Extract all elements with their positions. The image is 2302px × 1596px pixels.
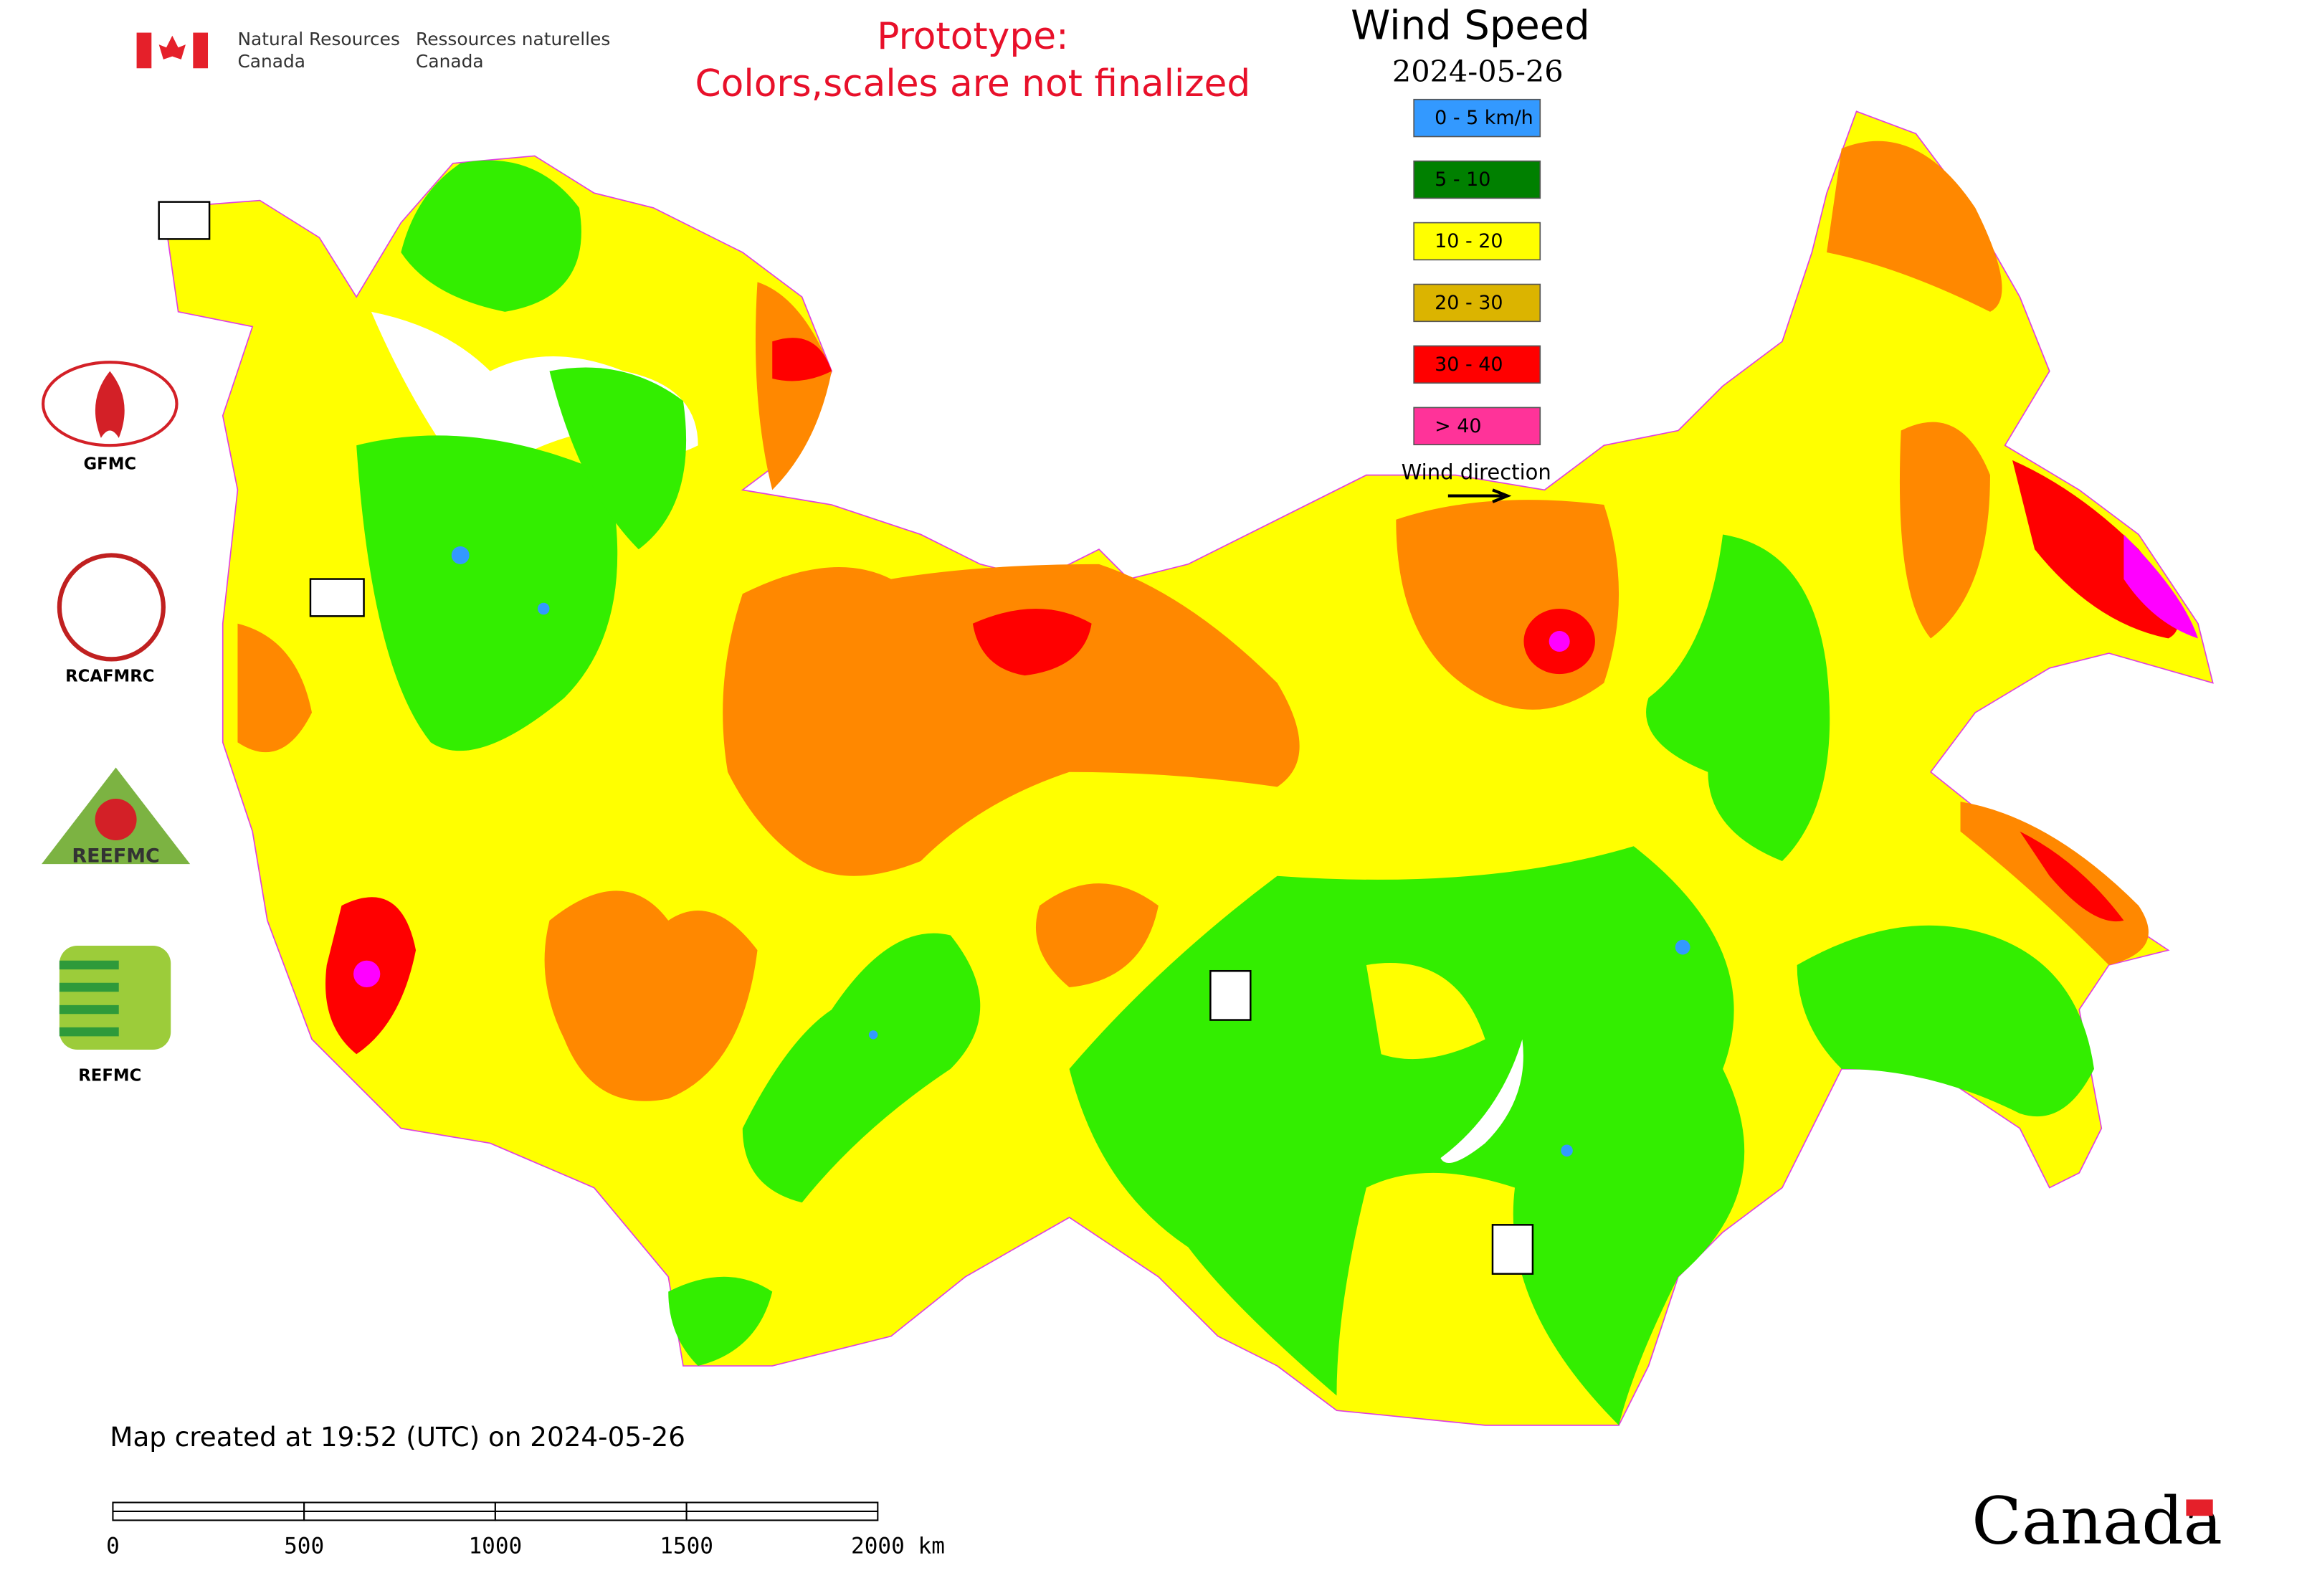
legend-label: 5 - 10 <box>1435 168 1490 191</box>
zone <box>868 1030 878 1040</box>
zone <box>1561 1144 1573 1157</box>
legend-label: 10 - 20 <box>1435 230 1503 252</box>
scale-label: 2000 km <box>851 1534 945 1559</box>
flag-bar <box>136 32 152 69</box>
zone <box>755 282 832 490</box>
zone <box>1797 925 2094 1117</box>
legend-label: 20 - 30 <box>1435 292 1503 314</box>
zone <box>451 546 470 564</box>
scale-label: 1000 <box>468 1534 522 1559</box>
site-marker <box>1491 1224 1534 1275</box>
zone-5-10 <box>356 160 2094 1425</box>
agency-en: Natural Resources <box>237 29 399 49</box>
logo-caption: GFMC <box>83 455 136 474</box>
map-regions <box>162 110 2214 1426</box>
zone <box>772 338 832 381</box>
refmc-logo <box>59 946 171 1050</box>
zone-0-5 <box>451 546 1690 1157</box>
yellow-lake <box>1366 962 1485 1060</box>
scale-label: 1500 <box>660 1534 713 1559</box>
notice: Colors,scales are not finalized <box>695 62 1251 105</box>
zone <box>537 602 550 615</box>
agency-logos <box>42 361 191 1050</box>
legend-swatch <box>1413 98 1541 138</box>
scale-label: 0 <box>106 1534 120 1559</box>
agency-fr: Canada <box>416 51 484 72</box>
nrcan-flag <box>136 32 209 69</box>
zone <box>723 564 1300 876</box>
zone <box>549 367 687 550</box>
agency-en: Canada <box>237 51 305 72</box>
legend-swatch <box>1413 407 1541 446</box>
logo-caption: RCAFMRC <box>65 668 154 686</box>
legend-swatch <box>1413 345 1541 384</box>
site-marker <box>309 578 365 617</box>
refmc-logo-stripes <box>59 960 119 1037</box>
wind-arrow <box>1447 488 1512 503</box>
zone <box>1646 534 1830 862</box>
text-layer: Natural Resources Canada Ressources natu… <box>110 2 2222 1559</box>
notice: Prototype: <box>877 15 1068 58</box>
zone <box>356 435 618 751</box>
legend-label: > 40 <box>1435 415 1481 437</box>
legend-label: 0 - 5 km/h <box>1435 107 1533 129</box>
zone <box>544 890 758 1101</box>
site-marker <box>1209 969 1252 1021</box>
zone <box>1960 802 2149 965</box>
created-note: Map created at 19:52 (UTC) on 2024-05-26 <box>110 1421 685 1453</box>
legend-title: Wind Speed <box>1351 2 1590 49</box>
scale-label: 500 <box>284 1534 324 1559</box>
flag-bar <box>193 32 209 69</box>
reefmc-logo-flame <box>95 799 137 841</box>
legend-label: 30 - 40 <box>1435 353 1503 376</box>
zone <box>401 160 581 312</box>
zone <box>2020 831 2124 922</box>
agency-fr: Ressources naturelles <box>416 29 610 49</box>
zone <box>237 623 313 753</box>
zone <box>742 933 981 1203</box>
zone-over-40 <box>353 534 2198 988</box>
legend-swatch <box>1413 222 1541 261</box>
zone <box>353 960 381 988</box>
baikal <box>1440 1039 1523 1164</box>
gfmc-logo <box>42 361 179 447</box>
wind-direction-label: Wind direction <box>1402 460 1551 485</box>
zone <box>668 1276 773 1367</box>
site-marker <box>158 201 211 240</box>
zone <box>1827 141 2002 312</box>
zone <box>1675 939 1690 955</box>
gfmc-logo-flame <box>95 371 125 438</box>
rcafmrc-logo <box>57 553 166 662</box>
canada-wordmark: Canada <box>1972 1483 2222 1559</box>
zone <box>2123 534 2198 639</box>
logo-caption: REFMC <box>78 1067 141 1086</box>
legend-swatch <box>1413 283 1541 323</box>
zone <box>1549 631 1570 652</box>
zone <box>1035 883 1159 988</box>
zone <box>1899 422 1990 639</box>
zone <box>972 608 1092 676</box>
legend-date: 2024-05-26 <box>1392 54 1564 89</box>
site-markers <box>158 201 1534 1275</box>
wordmark-flag <box>2186 1499 2213 1516</box>
logo-wordmark: REEFMC <box>72 845 159 867</box>
maple-leaf <box>158 35 186 60</box>
legend-swatch <box>1413 160 1541 199</box>
